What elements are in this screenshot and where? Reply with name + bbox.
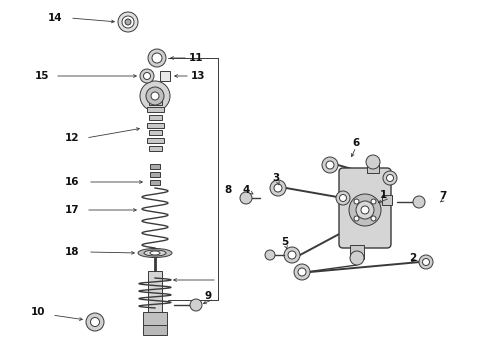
Text: 14: 14 bbox=[48, 13, 62, 23]
Circle shape bbox=[240, 192, 251, 204]
Circle shape bbox=[412, 196, 424, 208]
Circle shape bbox=[140, 69, 154, 83]
FancyBboxPatch shape bbox=[148, 271, 162, 321]
Circle shape bbox=[151, 92, 159, 100]
Circle shape bbox=[293, 264, 309, 280]
Text: 16: 16 bbox=[64, 177, 79, 187]
Text: 5: 5 bbox=[281, 237, 288, 247]
Circle shape bbox=[140, 81, 170, 111]
Circle shape bbox=[335, 191, 349, 205]
Circle shape bbox=[382, 171, 396, 185]
Text: 13: 13 bbox=[190, 71, 205, 81]
FancyBboxPatch shape bbox=[150, 180, 160, 184]
Ellipse shape bbox=[150, 251, 160, 255]
Text: 6: 6 bbox=[352, 138, 359, 148]
Circle shape bbox=[422, 258, 428, 266]
Ellipse shape bbox=[143, 250, 165, 256]
Circle shape bbox=[370, 199, 375, 204]
FancyBboxPatch shape bbox=[148, 130, 161, 135]
Text: 17: 17 bbox=[64, 205, 79, 215]
Text: 9: 9 bbox=[204, 291, 211, 301]
Circle shape bbox=[360, 206, 368, 214]
Text: 15: 15 bbox=[35, 71, 49, 81]
Circle shape bbox=[287, 251, 295, 259]
Circle shape bbox=[348, 194, 380, 226]
FancyBboxPatch shape bbox=[160, 71, 170, 81]
Circle shape bbox=[90, 318, 99, 327]
Circle shape bbox=[349, 251, 363, 265]
FancyBboxPatch shape bbox=[150, 163, 160, 168]
Ellipse shape bbox=[138, 248, 172, 257]
Circle shape bbox=[365, 155, 379, 169]
Circle shape bbox=[355, 201, 373, 219]
Circle shape bbox=[118, 12, 138, 32]
Circle shape bbox=[386, 175, 393, 181]
Circle shape bbox=[273, 184, 282, 192]
FancyBboxPatch shape bbox=[148, 115, 161, 120]
Text: 8: 8 bbox=[224, 185, 231, 195]
Circle shape bbox=[86, 313, 104, 331]
Circle shape bbox=[325, 161, 333, 169]
Circle shape bbox=[122, 16, 134, 28]
Circle shape bbox=[353, 216, 358, 221]
FancyBboxPatch shape bbox=[142, 325, 167, 335]
Circle shape bbox=[152, 53, 162, 63]
Text: 1: 1 bbox=[379, 190, 386, 200]
Text: 12: 12 bbox=[64, 133, 79, 143]
FancyBboxPatch shape bbox=[148, 145, 161, 150]
FancyBboxPatch shape bbox=[146, 138, 163, 143]
FancyBboxPatch shape bbox=[338, 168, 390, 248]
FancyBboxPatch shape bbox=[146, 122, 163, 127]
Text: 11: 11 bbox=[188, 53, 203, 63]
Text: 4: 4 bbox=[242, 185, 249, 195]
Text: 7: 7 bbox=[438, 191, 446, 201]
Circle shape bbox=[370, 216, 375, 221]
Circle shape bbox=[143, 72, 150, 80]
Circle shape bbox=[148, 49, 165, 67]
FancyBboxPatch shape bbox=[349, 245, 363, 259]
FancyBboxPatch shape bbox=[366, 159, 378, 173]
Circle shape bbox=[125, 19, 131, 25]
FancyBboxPatch shape bbox=[142, 312, 167, 328]
Circle shape bbox=[418, 255, 432, 269]
FancyBboxPatch shape bbox=[148, 99, 161, 104]
Circle shape bbox=[339, 194, 346, 202]
Text: 18: 18 bbox=[64, 247, 79, 257]
Text: 10: 10 bbox=[31, 307, 45, 317]
Circle shape bbox=[321, 157, 337, 173]
FancyBboxPatch shape bbox=[146, 107, 163, 112]
Text: 2: 2 bbox=[408, 253, 416, 263]
Circle shape bbox=[269, 180, 285, 196]
Circle shape bbox=[146, 87, 163, 105]
Circle shape bbox=[297, 268, 305, 276]
Circle shape bbox=[264, 250, 274, 260]
Text: 3: 3 bbox=[272, 173, 279, 183]
FancyBboxPatch shape bbox=[150, 171, 160, 176]
Circle shape bbox=[353, 199, 358, 204]
Circle shape bbox=[190, 299, 202, 311]
FancyBboxPatch shape bbox=[381, 195, 391, 205]
Circle shape bbox=[284, 247, 299, 263]
